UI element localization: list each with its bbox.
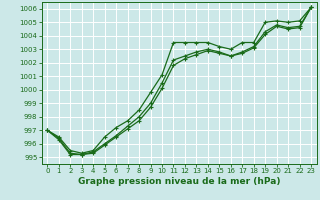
X-axis label: Graphe pression niveau de la mer (hPa): Graphe pression niveau de la mer (hPa) bbox=[78, 177, 280, 186]
